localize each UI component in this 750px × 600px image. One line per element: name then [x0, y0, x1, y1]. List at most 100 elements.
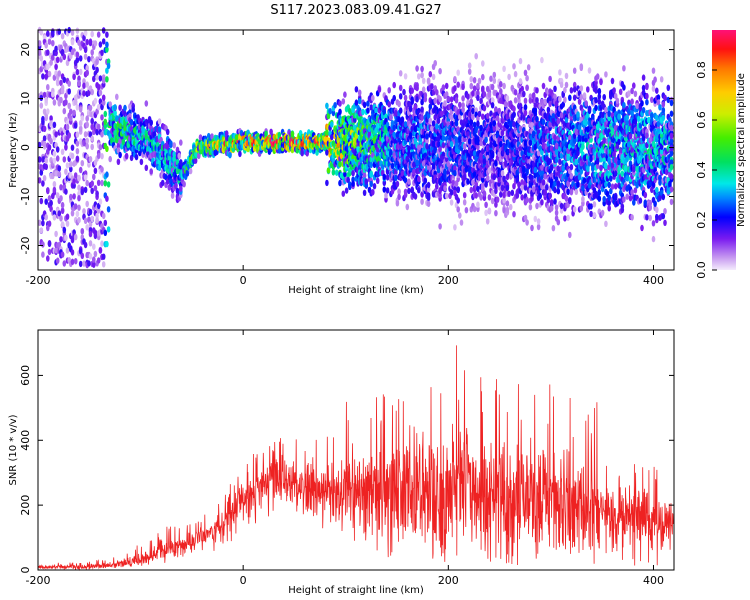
spectrogram-cell [467, 68, 472, 75]
spectrogram-cell [98, 75, 103, 82]
spectrogram-cell [47, 38, 52, 45]
spectrogram-cell [105, 41, 109, 48]
spectrogram-cell [403, 94, 408, 102]
spectrogram-cell [438, 95, 442, 103]
spectrogram-cell [78, 166, 83, 174]
spectrogram-cell [72, 73, 76, 81]
spectrogram-cell [407, 187, 411, 195]
spectrogram-cell [362, 189, 367, 196]
spectrogram-cell [523, 69, 528, 77]
spectrogram-cell [100, 179, 104, 187]
spectrogram-cell [46, 84, 50, 91]
spectrogram-cell [517, 181, 521, 188]
spectrogram-cell [103, 229, 108, 236]
spectrogram-cell [75, 131, 80, 138]
spectrogram-cell [83, 46, 88, 54]
spectrogram-cell [92, 75, 96, 83]
spectrogram-cell [443, 168, 447, 175]
spectrogram-cell [64, 144, 68, 151]
spectrogram-cell [100, 114, 104, 121]
spectrogram-cell [438, 223, 442, 230]
spectrogram-cell [139, 158, 144, 166]
spectrogram-cell [39, 227, 44, 234]
spectrogram-cell [123, 125, 127, 132]
spectrogram-cell [492, 120, 497, 127]
spectrogram-cell [507, 190, 511, 197]
spectrogram-cell [118, 104, 122, 111]
spectrogram-cell [57, 210, 62, 217]
spectrogram-cell [52, 186, 57, 194]
spectrogram-cell [67, 132, 71, 139]
spectrogram-cell [44, 163, 48, 170]
spectrogram-cell [471, 113, 475, 121]
spectrogram-cell [433, 147, 438, 154]
spectrogram-cell [37, 156, 42, 163]
spectrogram-cell [77, 204, 81, 211]
spectrogram-cell [471, 107, 475, 115]
spectrogram-cell [55, 155, 60, 162]
spectrogram-cell [44, 96, 48, 104]
spectrogram-cell [69, 165, 73, 173]
spectrogram-cell [95, 129, 99, 136]
spectrogram-cell [446, 96, 451, 103]
spectrogram-cell [57, 28, 62, 35]
spectrogram-cell [518, 78, 523, 85]
spectrogram-cell [512, 105, 516, 113]
spectrogram-cell [525, 219, 529, 226]
spectrogram-cell [90, 49, 94, 56]
spectrogram-cell [52, 181, 57, 188]
spectrogram-cell [490, 102, 495, 109]
spectrogram-cell [70, 29, 75, 36]
spectrogram-cell [64, 168, 68, 175]
spectrogram-cell [47, 144, 52, 151]
spectrogram-cell [59, 96, 63, 104]
spectrogram-cell [149, 119, 153, 126]
spectrogram-cell [95, 190, 99, 197]
spectrogram-cell [454, 97, 459, 104]
spectrogram-cell [522, 154, 526, 161]
spectrogram-cell [426, 181, 431, 189]
spectrogram-cell [144, 100, 149, 107]
spectrogram-cell [410, 87, 415, 94]
spectrogram-cell [77, 195, 81, 202]
spectrogram-cell [197, 152, 201, 160]
spectrogram-cell [525, 75, 529, 82]
spectrogram-cell [54, 247, 58, 254]
spectrogram-cell [54, 131, 58, 138]
spectrogram-cell [46, 187, 50, 195]
spectrogram-cell [73, 172, 78, 179]
spectrogram-cell [385, 174, 390, 181]
spectrogram-cell [75, 56, 80, 63]
spectrogram-cell [541, 118, 546, 126]
spectrogram-cell [500, 184, 505, 192]
spectrogram-cell [456, 186, 461, 193]
spectrogram-cell [93, 185, 98, 192]
spectrogram-cell [83, 174, 88, 181]
spectrogram-cell [55, 56, 60, 63]
spectrogram-cell [372, 183, 377, 190]
spectrogram-cell [95, 74, 99, 81]
spectrogram-cell [531, 130, 536, 137]
spectrogram-cell [525, 84, 529, 92]
spectrogram-cell [341, 98, 346, 105]
spectrogram-cell [44, 42, 48, 49]
spectrogram-cell [385, 187, 390, 194]
spectrogram-cell [46, 30, 50, 37]
spectrogram-cell [338, 108, 342, 116]
spectrogram-cell [39, 197, 44, 205]
spectrogram-cell [426, 192, 431, 199]
spectrogram-cell [522, 90, 526, 98]
spectrogram-cell [41, 219, 45, 227]
spectrogram-cell [499, 81, 503, 88]
spectrogram-cell [96, 207, 101, 214]
spectrogram-cell [389, 149, 393, 156]
spectrogram-cell [72, 178, 76, 185]
spectrogram-cell [37, 40, 42, 47]
spectrogram-cell [540, 199, 544, 206]
spectrogram-cell [118, 151, 122, 159]
spectrogram-cell [105, 31, 109, 38]
spectrogram-cell [530, 224, 534, 232]
spectrogram-cell [444, 82, 449, 90]
spectrogram-cell [497, 107, 502, 115]
spectrogram-cell [415, 159, 419, 166]
